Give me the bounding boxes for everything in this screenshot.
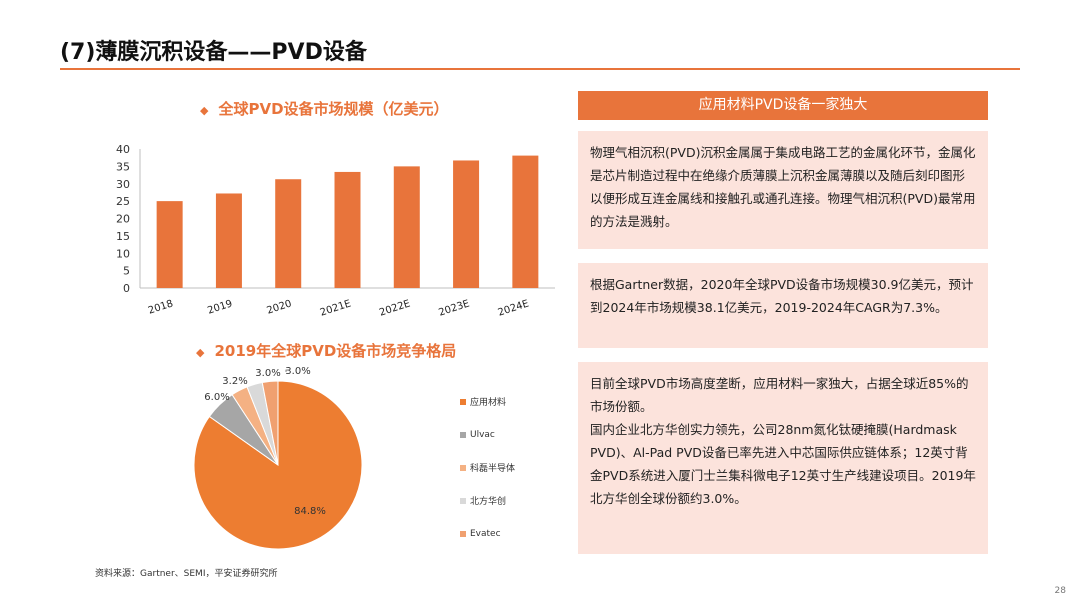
text-box-market-size: 根据Gartner数据，2020年全球PVD设备市场规模30.9亿美元，预计到2… [578,263,988,348]
text-box-competition: 目前全球PVD市场高度垄断，应用材料一家独大，占据全球近85%的市场份额。 国内… [578,362,988,554]
slice-value-label: 3.0% [255,368,280,379]
slice-value-label: 3.0% [285,366,310,377]
text-box-pvd-definition: 物理气相沉积(PVD)沉积金属属于集成电路工艺的金属化环节，金属化是芯片制造过程… [578,131,988,249]
y-tick-label: 25 [116,195,130,208]
legend-label: 北方华创 [470,497,507,507]
y-tick-label: 35 [116,160,130,173]
legend-label: Evatec [470,528,501,539]
paragraph: 根据Gartner数据，2020年全球PVD设备市场规模30.9亿美元，预计到2… [590,277,974,315]
pie-legend: 应用材料 Ulvac 科磊半导体北方华创 Evatec [460,385,515,550]
paragraph: 目前全球PVD市场高度垄断，应用材料一家独大，占据全球近85%的市场份额。 [590,376,969,414]
bar [393,166,420,288]
page-number: 28 [1054,586,1066,596]
legend-item: 应用材料 [460,385,515,418]
bar [275,179,302,288]
y-tick-label: 40 [116,143,130,156]
pie-chart-title-row: ◆ 2019年全球PVD设备市场竞争格局 [196,340,456,361]
y-tick-label: 30 [116,178,130,191]
bar [453,160,480,288]
bar-chart: 0 5 10 15 20 25 30 35 40 2018 2019 2020 2021E 2022E 20… [116,143,555,319]
bar [215,193,242,288]
legend-swatch [460,530,466,537]
x-tick-label: 2018 [147,298,175,316]
legend-item: Ulvac [460,418,515,451]
bar [156,201,183,288]
page-title: (7)薄膜沉积设备——PVD设备 [60,40,367,65]
legend-label: 科磊半导体 [470,464,516,474]
paragraph: 国内企业北方华创实力领先，公司28nm氮化钛硬掩膜(Hardmask PVD)、… [590,422,976,506]
bar-chart-title-row: ◆ 全球PVD设备市场规模（亿美元） [200,98,449,119]
legend-item: Evatec [460,517,515,550]
diamond-bullet-icon: ◆ [196,346,205,359]
paragraph: 物理气相沉积(PVD)沉积金属属于集成电路工艺的金属化环节，金属化是芯片制造过程… [590,145,976,229]
bar-chart-title: 全球PVD设备市场规模（亿美元） [218,100,449,118]
legend-label: Ulvac [470,429,495,440]
slice-value-label: 84.8% [294,506,326,517]
x-tick-label: 2021E [319,298,353,318]
legend-swatch [460,398,466,405]
y-tick-label: 15 [116,230,130,243]
x-tick-label: 2020 [266,298,294,316]
legend-item: 科磊半导体 [460,451,515,484]
title-divider [60,68,1020,70]
label-leader-line [285,369,290,372]
legend-label: 应用材料 [470,398,507,408]
y-tick-label: 0 [123,282,130,295]
pie-chart: 84.8% 6.0% 3.2% 3.0% 3.0% [193,366,363,550]
x-tick-label: 2024E [497,298,531,318]
y-tick-label: 10 [116,247,130,260]
panel-header: 应用材料PVD设备一家独大 [578,91,988,120]
bar [512,155,539,288]
y-tick-label: 5 [123,265,130,278]
bar [334,171,361,288]
x-tick-label: 2023E [437,298,471,318]
legend-swatch [460,497,466,504]
slice-value-label: 3.2% [222,376,247,387]
diamond-bullet-icon: ◆ [200,104,209,117]
slice-value-label: 6.0% [204,392,229,403]
x-tick-label: 2022E [378,298,412,318]
y-tick-label: 20 [116,213,130,226]
source-note: 资料来源：Gartner、SEMI，平安证券研究所 [95,569,278,579]
legend-swatch [460,431,466,438]
pie-slice [261,380,279,466]
legend-item: 北方华创 [460,484,515,517]
pie-chart-title: 2019年全球PVD设备市场竞争格局 [214,342,457,360]
x-tick-label: 2019 [206,298,234,316]
legend-swatch [460,464,466,471]
